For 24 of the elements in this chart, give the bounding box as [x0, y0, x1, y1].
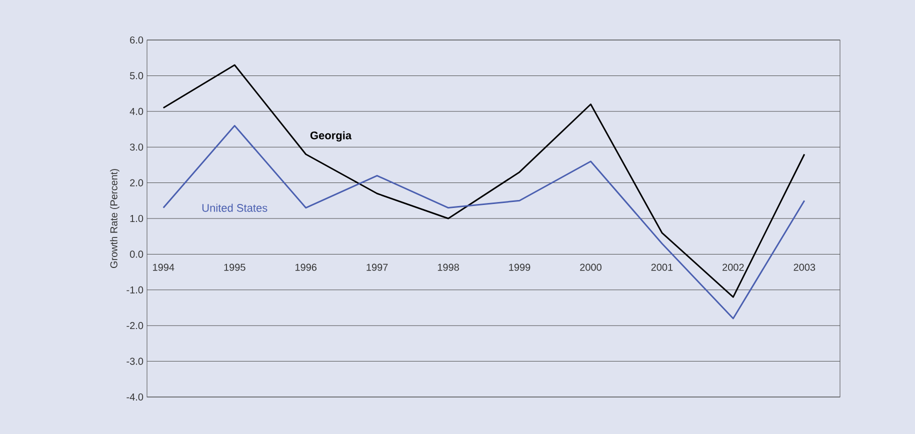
x-tick-label: 2002: [722, 264, 744, 271]
y-tick-label: 5.0: [130, 72, 144, 80]
series-label: Georgia: [310, 131, 352, 142]
y-tick-label: -3.0: [126, 358, 144, 365]
y-tick-label: 6.0: [130, 36, 144, 44]
y-tick-label: -4.0: [126, 393, 144, 401]
x-tick-label: 1997: [366, 264, 388, 271]
x-tick-label: 2000: [580, 264, 602, 271]
x-tick-label: 2003: [794, 264, 816, 271]
x-tick-label: 1999: [509, 264, 530, 271]
y-tick-label: 3.0: [130, 144, 144, 151]
y-tick-label: 4.0: [130, 108, 144, 115]
y-tick-label: 2.0: [130, 179, 144, 186]
y-axis-title: Growth Rate (Percent): [110, 169, 120, 268]
y-tick-label: -1.0: [126, 286, 144, 294]
x-tick-label: 1994: [153, 264, 174, 271]
x-tick-label: 2001: [651, 264, 673, 271]
y-tick-label: 1.0: [130, 214, 144, 222]
y-tick-label: -2.0: [126, 322, 144, 330]
text: United States: [202, 204, 268, 212]
x-tick-label: 1998: [438, 264, 459, 271]
y-tick-label: 0.0: [130, 250, 144, 258]
x-tick-label: 1996: [295, 264, 317, 271]
x-tick-label: 1995: [224, 264, 246, 271]
